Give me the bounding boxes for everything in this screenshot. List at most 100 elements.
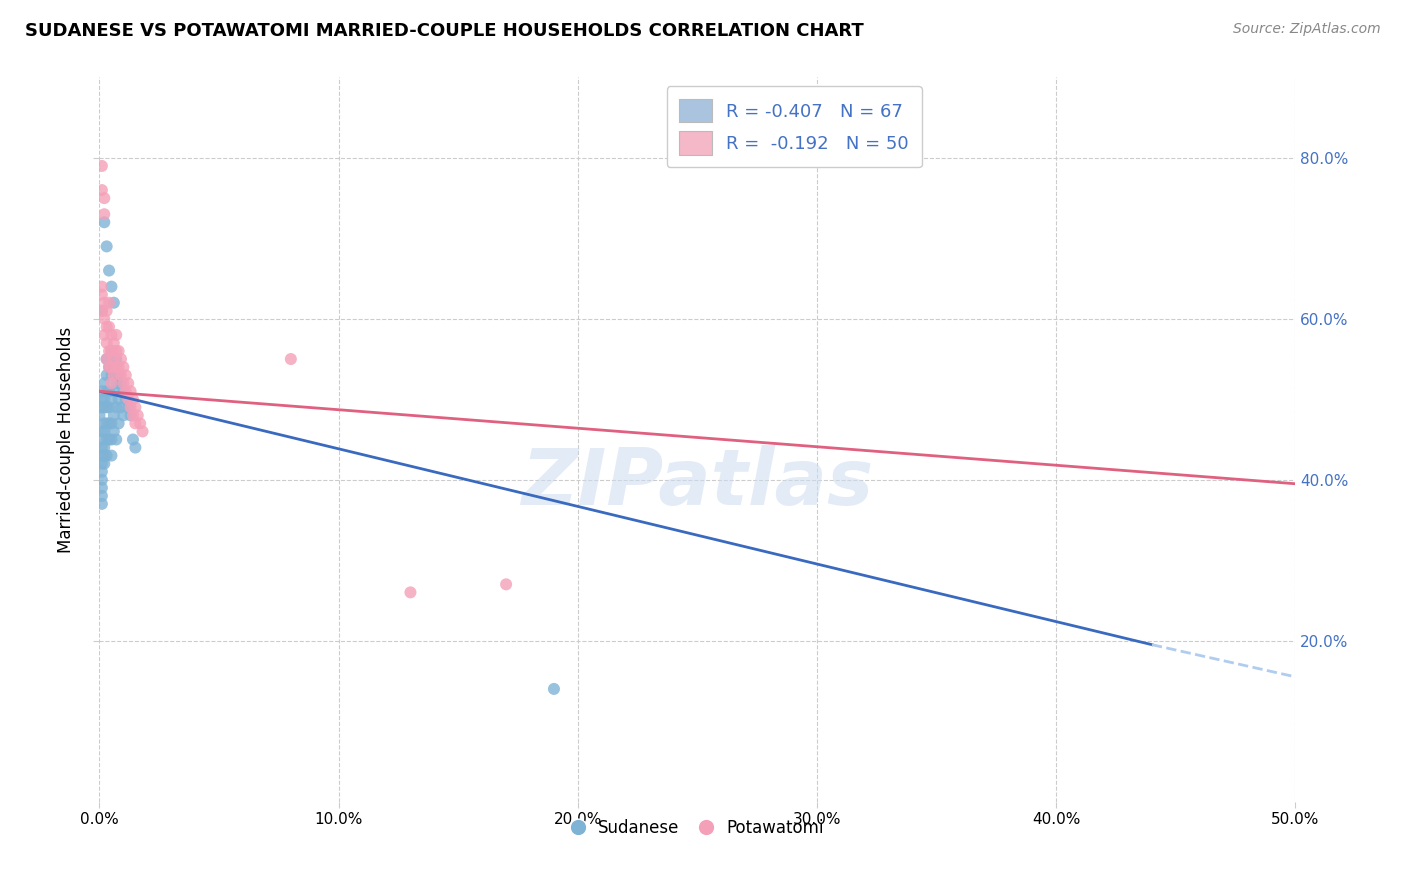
Point <box>93 376 115 391</box>
Point <box>98 263 121 277</box>
Point <box>98 319 121 334</box>
Point <box>120 384 142 399</box>
Point <box>93 457 115 471</box>
Point <box>103 335 125 350</box>
Text: ZIPatlas: ZIPatlas <box>522 445 873 521</box>
Point <box>103 295 125 310</box>
Point <box>90 433 112 447</box>
Point <box>93 215 115 229</box>
Point <box>112 376 135 391</box>
Point <box>543 681 565 696</box>
Point <box>103 425 125 439</box>
Point <box>112 409 135 423</box>
Point <box>107 360 129 375</box>
Point <box>124 441 146 455</box>
Point <box>93 327 115 342</box>
Point <box>117 376 139 391</box>
Point <box>90 159 112 173</box>
Point <box>98 343 121 358</box>
Point <box>90 457 112 471</box>
Point <box>93 392 115 407</box>
Point <box>399 585 422 599</box>
Point <box>96 352 118 367</box>
Point <box>96 433 118 447</box>
Point <box>105 352 128 367</box>
Point <box>100 392 122 407</box>
Point <box>124 401 146 415</box>
Point <box>107 343 129 358</box>
Point <box>110 368 132 383</box>
Point <box>93 449 115 463</box>
Point <box>98 433 121 447</box>
Point <box>107 417 129 431</box>
Point <box>117 401 139 415</box>
Point <box>96 417 118 431</box>
Point <box>96 352 118 367</box>
Point <box>110 376 132 391</box>
Point <box>114 392 136 407</box>
Point <box>96 239 118 253</box>
Point <box>103 368 125 383</box>
Point <box>90 392 112 407</box>
Point <box>90 384 112 399</box>
Point <box>96 303 118 318</box>
Point <box>100 433 122 447</box>
Point <box>90 449 112 463</box>
Point <box>103 384 125 399</box>
Legend: Sudanese, Potawatomi: Sudanese, Potawatomi <box>565 813 831 844</box>
Point <box>90 287 112 301</box>
Point <box>93 191 115 205</box>
Point <box>90 401 112 415</box>
Point <box>89 409 111 423</box>
Point <box>98 295 121 310</box>
Point <box>114 368 136 383</box>
Point <box>93 311 115 326</box>
Point <box>103 360 125 375</box>
Point <box>105 360 128 375</box>
Point <box>98 360 121 375</box>
Point <box>100 449 122 463</box>
Point <box>96 401 118 415</box>
Point <box>110 401 132 415</box>
Point <box>96 319 118 334</box>
Point <box>131 425 153 439</box>
Point <box>90 303 112 318</box>
Point <box>100 417 122 431</box>
Point <box>90 425 112 439</box>
Point <box>98 401 121 415</box>
Y-axis label: Married-couple Households: Married-couple Households <box>58 326 75 553</box>
Text: Source: ZipAtlas.com: Source: ZipAtlas.com <box>1233 22 1381 37</box>
Point <box>122 392 145 407</box>
Point <box>90 473 112 487</box>
Point <box>122 433 145 447</box>
Point <box>98 360 121 375</box>
Point <box>96 335 118 350</box>
Point <box>280 352 302 367</box>
Point <box>93 401 115 415</box>
Point <box>122 409 145 423</box>
Point <box>120 409 142 423</box>
Point <box>93 417 115 431</box>
Point <box>90 279 112 293</box>
Point <box>100 368 122 383</box>
Point <box>114 384 136 399</box>
Point <box>93 207 115 221</box>
Point <box>103 409 125 423</box>
Point <box>93 425 115 439</box>
Point <box>98 417 121 431</box>
Point <box>100 343 122 358</box>
Point <box>96 368 118 383</box>
Point <box>90 303 112 318</box>
Point <box>105 327 128 342</box>
Point <box>90 183 112 197</box>
Text: SUDANESE VS POTAWATOMI MARRIED-COUPLE HOUSEHOLDS CORRELATION CHART: SUDANESE VS POTAWATOMI MARRIED-COUPLE HO… <box>25 22 865 40</box>
Point <box>105 433 128 447</box>
Point <box>105 401 128 415</box>
Point <box>127 409 149 423</box>
Point <box>93 295 115 310</box>
Point <box>90 465 112 479</box>
Point <box>112 360 135 375</box>
Point <box>90 489 112 503</box>
Point <box>107 368 129 383</box>
Point <box>100 376 122 391</box>
